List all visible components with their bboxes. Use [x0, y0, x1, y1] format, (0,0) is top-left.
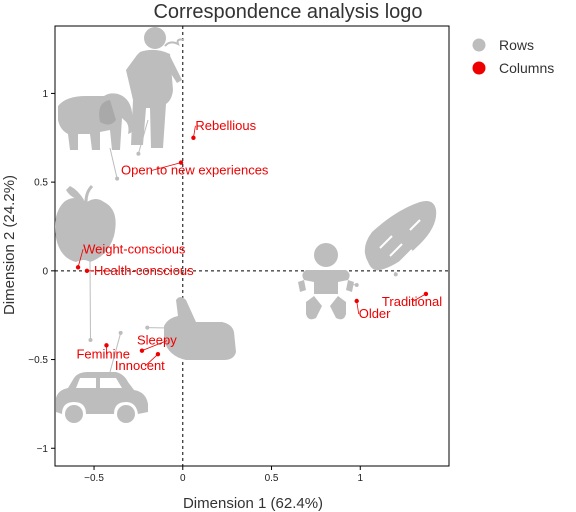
plot-axes: −0.5 0 0.5 1 −1 −0.5 0 0.5 1	[28, 25, 450, 484]
column-point-label: Weight-conscious	[83, 241, 186, 256]
baby-icon	[298, 243, 354, 320]
row-point	[118, 330, 123, 335]
x-tick-label: 0.5	[265, 473, 279, 484]
column-point-label: Older	[359, 306, 391, 321]
elephant-icon	[58, 93, 135, 150]
column-point-label: Feminine	[76, 346, 129, 361]
row-connector	[109, 147, 118, 179]
column-point	[84, 268, 90, 274]
row-point	[115, 176, 120, 181]
x-tick-label: 1	[357, 473, 363, 484]
column-connector	[77, 249, 84, 268]
legend-marker	[472, 38, 486, 52]
column-point	[104, 343, 109, 348]
row-icons	[55, 27, 437, 423]
row-point	[145, 325, 150, 330]
thumbs-up-icon	[164, 297, 236, 360]
y-tick-label: 0.5	[34, 178, 48, 189]
column-labels: Rebellious Open to new experiences Weight-…	[76, 118, 442, 373]
column-point	[139, 348, 145, 353]
row-connector	[109, 332, 122, 373]
smoker-icon	[126, 27, 185, 148]
column-points	[75, 135, 429, 357]
y-tick-label: −0.5	[28, 355, 48, 366]
column-connector	[150, 162, 182, 171]
column-point	[75, 265, 81, 270]
bread-icon	[364, 201, 437, 271]
y-tick-label: 0	[42, 266, 48, 277]
legend-label: Rows	[499, 37, 534, 53]
x-tick-label: 0	[180, 473, 186, 484]
row-point	[393, 272, 398, 277]
column-point	[354, 298, 359, 304]
column-point	[178, 160, 184, 165]
legend-marker	[472, 61, 486, 75]
column-point-label: Rebellious	[195, 118, 256, 133]
column-connector	[411, 293, 427, 303]
chart-title: Correspondence analysis logo	[153, 1, 422, 23]
apple-icon	[55, 184, 116, 262]
legend: Rows Columns	[472, 37, 554, 76]
column-point-label: Health-conscious	[94, 263, 194, 278]
y-tick-label: 1	[42, 89, 48, 100]
column-point-label: Innocent	[115, 358, 165, 373]
column-connector	[144, 353, 159, 367]
legend-label: Columns	[499, 60, 554, 76]
x-tick-label: −0.5	[84, 473, 104, 484]
label-connectors	[77, 119, 427, 373]
y-tick-label: −1	[37, 444, 49, 455]
column-point	[191, 135, 196, 140]
column-point-label: Open to new experiences	[121, 163, 269, 178]
column-point-label: Traditional	[382, 294, 442, 309]
column-point	[155, 352, 161, 357]
row-point	[88, 338, 93, 343]
column-connector	[141, 340, 168, 352]
row-connector	[137, 119, 149, 154]
car-icon	[56, 372, 148, 423]
row-point	[354, 283, 359, 288]
x-axis-title: Dimension 1 (62.4%)	[183, 495, 323, 512]
y-axis-title: Dimension 2 (24.2%)	[1, 175, 18, 315]
column-point-label: Sleepy	[137, 333, 177, 348]
plot-border	[54, 25, 450, 467]
row-point	[136, 151, 141, 156]
column-point	[423, 291, 429, 297]
